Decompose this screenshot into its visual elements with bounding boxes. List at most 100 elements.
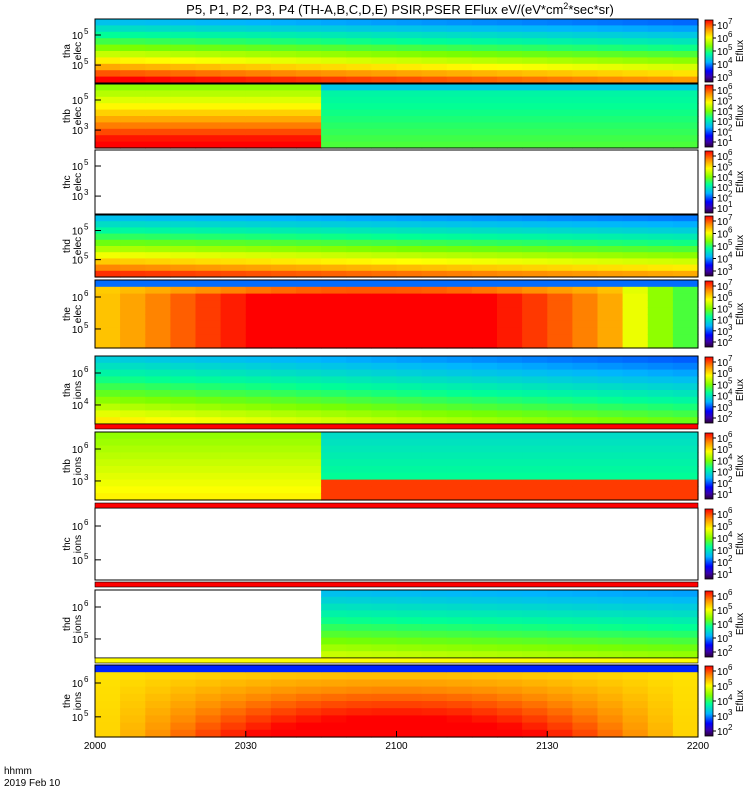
heat-cell	[95, 410, 121, 418]
heat-cell	[396, 383, 423, 391]
heat-cell	[497, 715, 523, 724]
heat-cell	[572, 57, 599, 65]
heat-cell	[672, 452, 699, 460]
heat-cell	[321, 215, 347, 222]
heat-cell	[346, 729, 372, 738]
heat-cell	[270, 227, 297, 235]
heat-cell	[597, 610, 624, 618]
heat-cell	[95, 438, 121, 447]
heat-cell	[421, 665, 448, 673]
heat-cell	[145, 70, 171, 78]
heat-cell	[245, 221, 272, 228]
heat-cell	[95, 300, 121, 308]
heat-cell	[421, 286, 448, 295]
heat-cell	[170, 63, 197, 71]
heat-cell	[522, 708, 548, 716]
colorbar-tick-exponent: 5	[728, 678, 733, 687]
heat-cell	[522, 258, 548, 266]
heat-cell	[597, 722, 624, 731]
heat-cell	[371, 445, 398, 453]
heat-cell	[622, 590, 649, 598]
heat-cell	[145, 141, 171, 149]
heat-cell	[195, 307, 222, 315]
heat-cell	[672, 57, 699, 65]
heat-cell	[170, 486, 197, 494]
heat-cell	[396, 25, 423, 33]
colorbar-label: Eflux	[735, 171, 746, 193]
panel-label-species: ions	[73, 615, 84, 633]
heat-cell	[622, 596, 649, 605]
heat-cell	[245, 383, 272, 391]
heat-cell	[346, 76, 372, 84]
heat-cell	[497, 233, 523, 241]
heat-cell	[421, 376, 448, 384]
heat-cell	[421, 417, 448, 425]
heat-cell	[296, 70, 322, 78]
heat-cell	[346, 610, 372, 618]
heat-cell	[195, 369, 222, 377]
heat-cell	[622, 215, 649, 222]
heat-cell	[346, 38, 372, 46]
heat-cell	[321, 715, 347, 724]
heat-cell	[245, 96, 272, 104]
heat-cell	[597, 679, 624, 688]
heat-cell	[622, 624, 649, 632]
heat-cell	[547, 320, 573, 329]
heat-cell	[446, 128, 473, 136]
heat-cell	[622, 84, 649, 91]
heat-cell	[547, 438, 573, 447]
heat-cell	[547, 25, 573, 33]
heat-cell	[296, 307, 322, 315]
heat-cell	[497, 693, 523, 702]
heat-cell	[547, 729, 573, 738]
heat-cell	[497, 246, 523, 253]
heat-cell	[296, 493, 322, 501]
heat-cell	[195, 76, 222, 84]
heat-cell	[672, 96, 699, 104]
heat-cell	[95, 38, 121, 46]
heat-cell	[547, 479, 573, 487]
heat-cell	[195, 286, 222, 295]
heat-cell	[95, 445, 121, 453]
heat-cell	[446, 25, 473, 33]
heat-cell	[396, 493, 423, 501]
heat-cell	[296, 270, 322, 278]
heat-cell	[346, 270, 372, 278]
heat-cell	[597, 25, 624, 33]
heat-cell	[270, 479, 297, 487]
heat-cell	[647, 300, 674, 308]
heat-cell	[672, 286, 699, 295]
heat-cell	[195, 438, 222, 447]
heat-cell	[346, 334, 372, 342]
heat-cell	[622, 679, 649, 688]
heat-cell	[396, 715, 423, 724]
heat-cell	[245, 116, 272, 123]
heat-cell	[270, 270, 297, 278]
heat-cell	[396, 44, 423, 52]
heat-cell	[195, 31, 222, 39]
heat-cell	[296, 122, 322, 130]
heat-cell	[647, 246, 674, 253]
heat-cell	[497, 103, 523, 111]
heat-cell	[622, 327, 649, 335]
colorbar	[704, 508, 714, 580]
heat-cell	[220, 701, 247, 709]
heat-cell	[572, 25, 599, 33]
heat-cell	[522, 246, 548, 253]
heat-cell	[296, 356, 322, 364]
heat-cell	[120, 103, 146, 111]
heat-cell	[145, 57, 171, 65]
heat-cell	[421, 486, 448, 494]
heat-cell	[497, 637, 523, 645]
heat-cell	[396, 708, 423, 716]
heat-cell	[547, 722, 573, 731]
heat-cell	[170, 672, 197, 680]
heat-cell	[371, 603, 398, 611]
heat-cell	[95, 57, 121, 65]
heat-cell	[371, 221, 398, 228]
heat-cell	[120, 233, 146, 241]
heat-cell	[296, 383, 322, 391]
heat-cell	[547, 70, 573, 78]
heat-cell	[371, 51, 398, 58]
